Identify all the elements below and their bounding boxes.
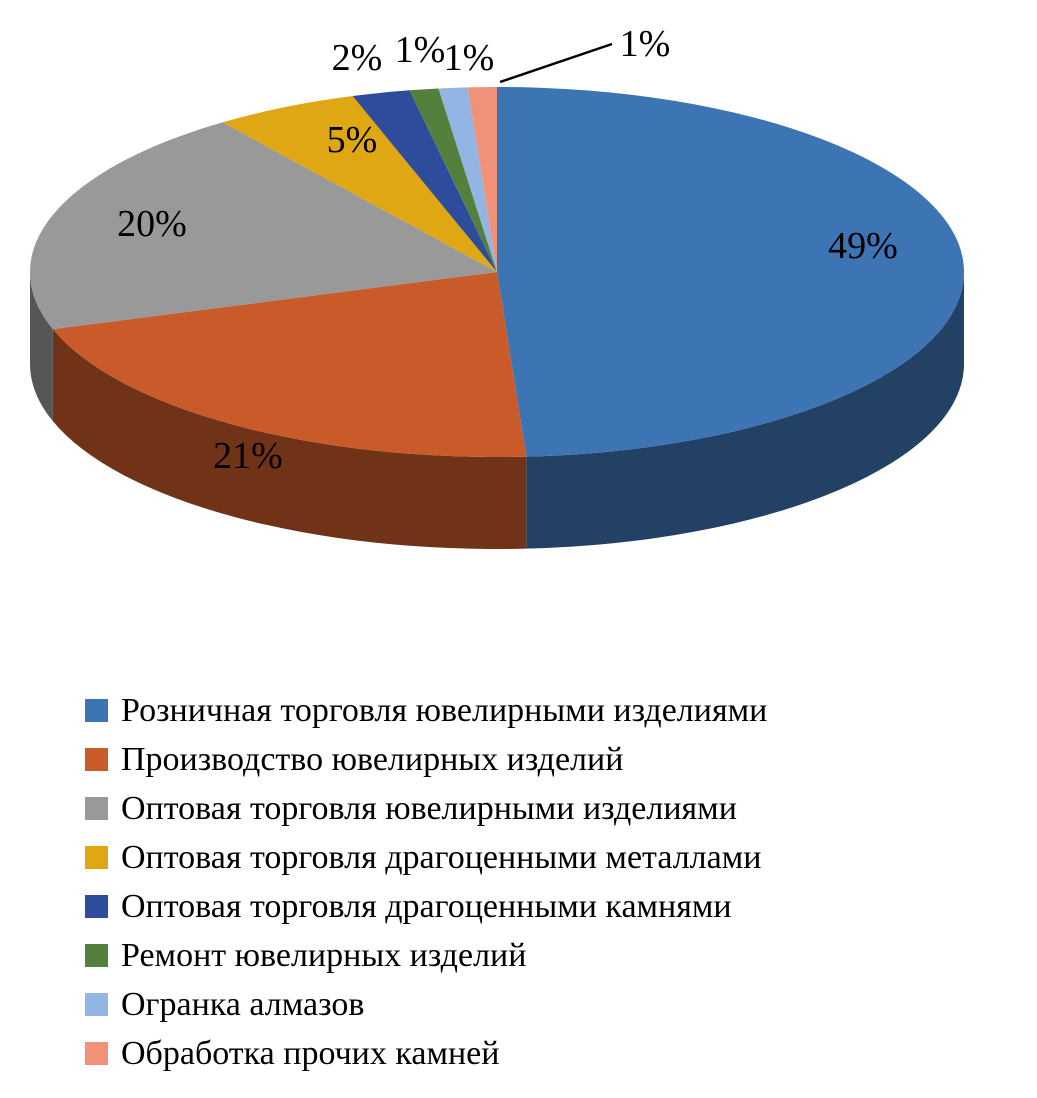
legend-item: Оптовая торговля драгоценными металлами	[85, 833, 767, 882]
pie-slice	[29, 122, 497, 330]
pie-slice	[52, 272, 527, 457]
pie-slice-side	[52, 329, 527, 549]
legend-item: Оптовая торговля драгоценными камнями	[85, 882, 767, 931]
slice-percent-label: 1%	[620, 23, 671, 65]
pie-slice	[352, 90, 497, 272]
legend-item: Ремонт ювелирных изделий	[85, 931, 767, 980]
legend-swatch	[85, 944, 108, 967]
pie-slice-side	[30, 272, 53, 422]
legend-swatch	[85, 993, 108, 1016]
pie-chart: 49% 21% 20% 5% 2% 1% 1% 1%	[29, 23, 964, 549]
legend-swatch	[85, 1042, 108, 1065]
legend-label: Оптовая торговля ювелирными изделиями	[121, 789, 737, 827]
legend-item: Производство ювелирных изделий	[85, 735, 767, 784]
pie-slice	[467, 87, 497, 272]
legend-item: Оптовая торговля ювелирными изделиями	[85, 784, 767, 833]
legend-item: Обработка прочих камней	[85, 1029, 767, 1078]
legend-label: Ремонт ювелирных изделий	[121, 936, 527, 974]
pie-slice	[409, 88, 497, 273]
legend-swatch	[85, 895, 108, 918]
label-leader-line	[499, 42, 613, 84]
pie-slice	[497, 87, 964, 457]
slice-percent-label: 49%	[828, 225, 898, 267]
slice-percent-label: 21%	[213, 435, 283, 477]
pie-slice	[438, 87, 497, 273]
legend-swatch	[85, 846, 108, 869]
pie-slice-side	[526, 272, 964, 549]
slice-percent-label: 1%	[395, 29, 446, 71]
pie-chart-svg: 49%21%20%5%2% 1%1% 1%	[29, 23, 964, 549]
slice-percent-label: 2%	[332, 37, 383, 79]
legend-label: Оптовая торговля драгоценными металлами	[121, 838, 762, 876]
slice-percent-label: 1%	[444, 37, 495, 79]
legend-swatch	[85, 699, 108, 722]
legend-item: Розничная торговля ювелирными изделиями	[85, 686, 767, 735]
legend-label: Розничная торговля ювелирными изделиями	[121, 691, 768, 729]
chart-legend: Розничная торговля ювелирными изделиями …	[85, 686, 767, 1078]
legend-swatch	[85, 797, 108, 820]
legend-item: Огранка алмазов	[85, 980, 767, 1029]
legend-swatch	[85, 748, 108, 771]
legend-label: Обработка прочих камней	[121, 1034, 500, 1072]
pie-slice	[222, 96, 498, 273]
legend-label: Производство ювелирных изделий	[121, 740, 624, 778]
slice-percent-label: 20%	[117, 203, 187, 245]
slice-percent-label: 5%	[327, 119, 378, 161]
legend-label: Оптовая торговля драгоценными камнями	[121, 887, 732, 925]
legend-label: Огранка алмазов	[121, 985, 365, 1023]
